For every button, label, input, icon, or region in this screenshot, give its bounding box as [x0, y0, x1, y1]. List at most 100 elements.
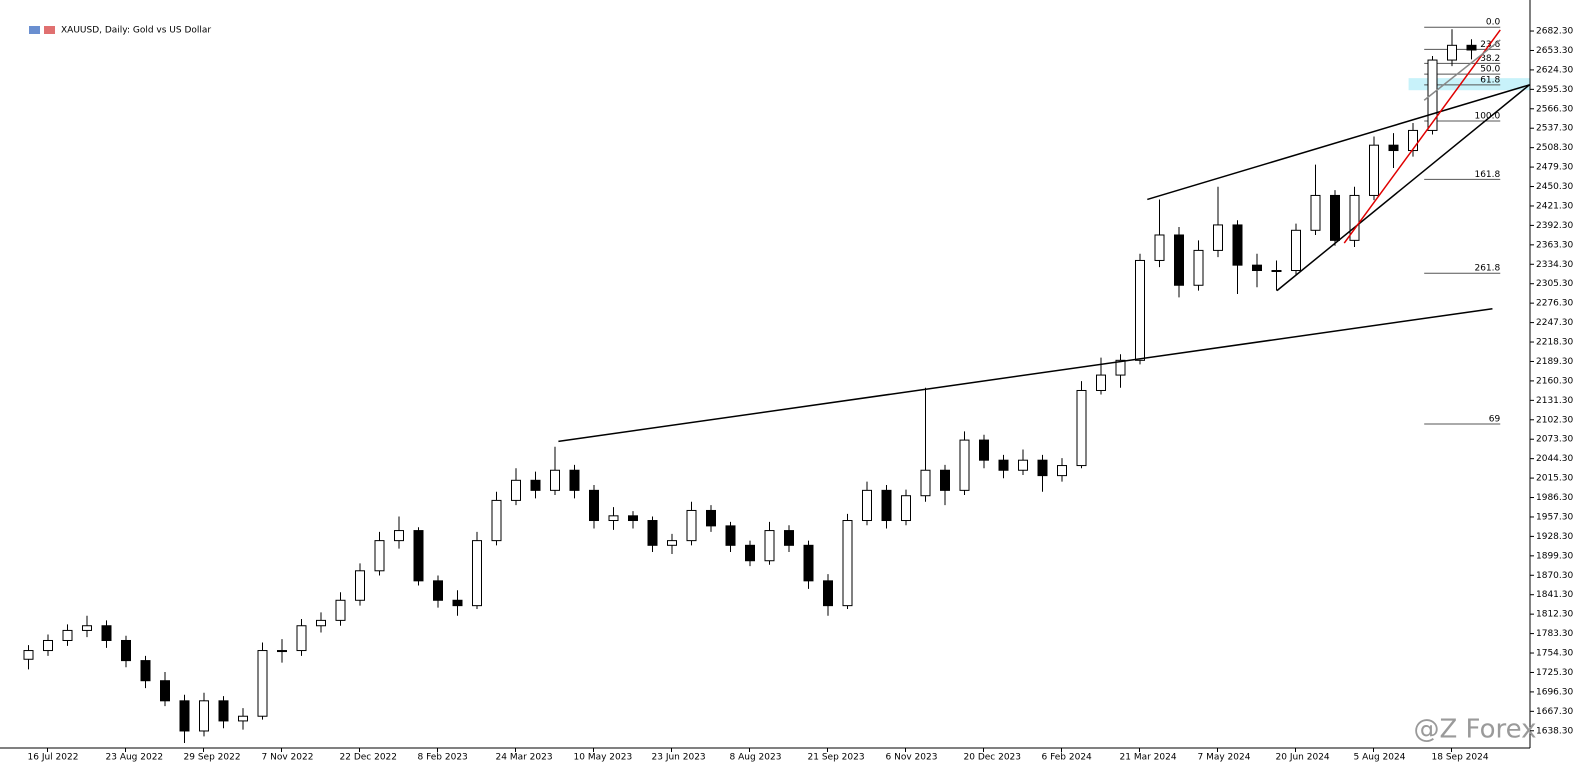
y-tick-label: 2421.30 — [1536, 201, 1573, 211]
candle-body — [511, 479, 521, 501]
symbol-icon — [29, 26, 40, 34]
candle-body — [647, 520, 658, 546]
x-tick-label: 21 Sep 2023 — [808, 753, 865, 763]
y-tick-label: 1696.30 — [1536, 687, 1573, 697]
candle-body — [374, 540, 385, 572]
candle-body — [394, 530, 404, 542]
candle-body — [491, 499, 502, 542]
candle-body — [1271, 270, 1282, 273]
x-tick-label: 8 Feb 2023 — [418, 753, 468, 763]
y-tick-label: 1783.30 — [1536, 629, 1573, 639]
y-tick-label: 1899.30 — [1536, 551, 1573, 561]
candle-body — [1408, 129, 1418, 152]
zone — [1408, 78, 1530, 91]
y-tick-label: 2015.30 — [1536, 474, 1573, 484]
candle-body — [1447, 44, 1457, 61]
trendline — [1276, 84, 1530, 292]
y-tick-label: 2508.30 — [1536, 143, 1573, 153]
x-tick-label: 21 Mar 2024 — [1120, 753, 1177, 763]
candle-body — [725, 525, 736, 546]
x-tick-label: 6 Feb 2024 — [1042, 753, 1093, 763]
candle-body — [1330, 194, 1340, 241]
fib-label: 261.8 — [1474, 264, 1500, 274]
trendline — [558, 307, 1493, 443]
candle-body — [764, 530, 775, 562]
candle-body — [257, 650, 268, 717]
candle-body — [1466, 44, 1477, 51]
candle-body — [550, 469, 560, 491]
candle-body — [1076, 389, 1087, 467]
y-tick-label: 1986.30 — [1536, 493, 1573, 503]
y-tick-label: 2189.30 — [1536, 357, 1573, 367]
x-tick-label: 20 Dec 2023 — [964, 753, 1022, 763]
candle-body — [82, 625, 92, 631]
y-tick-label: 2044.30 — [1536, 454, 1573, 464]
x-tick-label: 20 Jun 2024 — [1276, 753, 1330, 763]
candle-body — [101, 625, 112, 641]
candle-body — [589, 489, 599, 522]
candle-body — [413, 530, 424, 582]
candle-body — [277, 650, 287, 653]
x-tick-label: 29 Sep 2022 — [184, 753, 241, 763]
candle-body — [1388, 144, 1399, 152]
candle-body — [1018, 459, 1028, 471]
candle-body — [940, 469, 950, 491]
candle-body — [199, 700, 209, 732]
trendline — [1147, 84, 1530, 201]
candle-body — [920, 469, 931, 497]
candle-body — [121, 639, 131, 662]
candle-body — [355, 570, 365, 601]
y-tick-label: 2566.30 — [1536, 104, 1573, 114]
y-tick-label: 2537.30 — [1536, 124, 1573, 134]
candle-body — [23, 650, 34, 660]
candle-body — [1232, 224, 1243, 266]
candle-body — [959, 439, 970, 491]
y-tick-label: 2392.30 — [1536, 221, 1573, 231]
fib-label: 161.8 — [1474, 170, 1500, 180]
candle-body — [1213, 224, 1223, 251]
y-tick-label: 2624.30 — [1536, 65, 1573, 75]
x-tick-label: 5 Aug 2024 — [1354, 753, 1406, 763]
fib-label: 100.0 — [1474, 112, 1500, 122]
candle-body — [43, 639, 53, 652]
y-tick-label: 2276.30 — [1536, 299, 1573, 309]
candle-body — [433, 580, 443, 601]
fib-label: 23.6 — [1480, 40, 1500, 50]
candle-body — [296, 625, 307, 652]
candle-body — [706, 509, 716, 527]
y-tick-label: 1638.30 — [1536, 726, 1573, 736]
watermark: @Z Forex — [1413, 715, 1536, 745]
candle-body — [1135, 259, 1145, 361]
candle-body — [1174, 234, 1184, 286]
y-tick-label: 1667.30 — [1536, 707, 1573, 717]
candle-body — [667, 540, 677, 546]
candle-body — [881, 489, 892, 522]
candle-body — [1427, 59, 1438, 131]
y-tick-label: 1870.30 — [1536, 571, 1573, 581]
candle-body — [1310, 194, 1321, 231]
candle-body — [140, 660, 151, 682]
candle-body — [569, 469, 580, 491]
candle-body — [160, 680, 170, 702]
x-tick-label: 23 Jun 2023 — [652, 753, 706, 763]
y-tick-label: 2682.30 — [1536, 27, 1573, 37]
candle-body — [823, 580, 833, 607]
candle-body — [608, 515, 619, 522]
x-tick-label: 10 May 2023 — [574, 753, 633, 763]
candle-body — [784, 530, 794, 546]
candle-body — [1252, 264, 1262, 272]
y-tick-label: 2160.30 — [1536, 376, 1573, 386]
y-tick-label: 2247.30 — [1536, 318, 1573, 328]
trendline — [1343, 29, 1501, 244]
candle-body — [472, 540, 482, 607]
y-tick-label: 2073.30 — [1536, 435, 1573, 445]
x-tick-label: 8 Aug 2023 — [730, 753, 782, 763]
candle-body — [1193, 249, 1204, 286]
y-tick-label: 2479.30 — [1536, 163, 1573, 173]
y-tick-label: 2363.30 — [1536, 240, 1573, 250]
candle-body — [1154, 234, 1165, 261]
trendline — [1423, 39, 1501, 101]
y-tick-label: 1754.30 — [1536, 649, 1573, 659]
